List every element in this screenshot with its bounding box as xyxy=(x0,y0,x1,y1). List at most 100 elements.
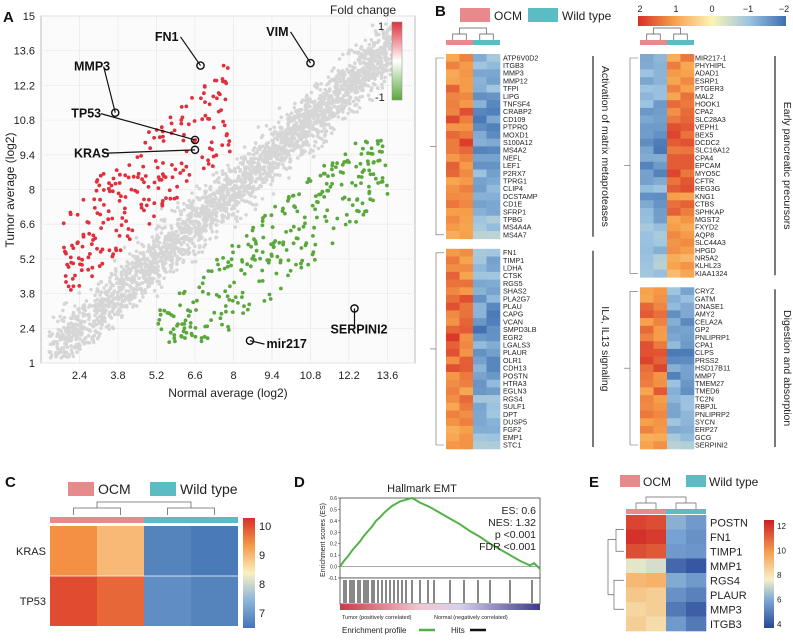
gene-label: KLHL23 xyxy=(695,261,721,270)
heatmap-cell xyxy=(680,395,695,404)
downregulated-point xyxy=(281,206,285,211)
gene-point xyxy=(168,254,173,258)
gene-point xyxy=(222,194,226,199)
d-y-tick-label: 0.2 xyxy=(330,542,337,548)
downregulated-point xyxy=(233,295,238,299)
heatmap-cell xyxy=(473,271,487,280)
downregulated-point xyxy=(338,170,343,174)
gene-point xyxy=(190,191,194,195)
gene-point xyxy=(99,318,103,323)
downregulated-point xyxy=(344,212,349,217)
heatmap-cell xyxy=(653,200,668,209)
gene-point xyxy=(238,169,242,173)
gene-point xyxy=(134,273,138,277)
gene-point xyxy=(198,222,202,227)
gene-label: MAL2 xyxy=(695,92,714,101)
callout-marker xyxy=(245,336,255,345)
gene-point xyxy=(150,269,155,274)
heatmap-cell xyxy=(667,295,681,303)
heatmap-cell xyxy=(473,302,487,311)
gene-point xyxy=(220,172,225,177)
gene-point xyxy=(124,270,129,274)
upregulated-point xyxy=(211,154,216,159)
downregulated-point xyxy=(167,340,172,344)
heatmap-cell xyxy=(459,200,474,209)
gene-point xyxy=(159,285,164,290)
gene-point xyxy=(126,265,130,270)
upregulated-point xyxy=(117,234,122,238)
gene-point xyxy=(263,180,267,185)
upregulated-point xyxy=(116,191,121,196)
gene-point xyxy=(160,245,165,249)
gene-point xyxy=(97,304,101,309)
heatmap-cell xyxy=(446,325,460,334)
e-heatmap-cell xyxy=(626,616,647,632)
panel-b: B OCM Wild type 2 1 0 −1 −2 ATP6V0D2ITGB3MMP… xyxy=(430,3,793,450)
gene-point xyxy=(110,291,114,296)
c-heatmap-cell xyxy=(144,526,191,576)
gene-point xyxy=(353,65,357,70)
gene-point xyxy=(315,119,319,124)
upregulated-point xyxy=(146,185,151,189)
gene-point xyxy=(112,289,117,293)
gene-point xyxy=(388,67,393,72)
downregulated-point xyxy=(214,293,219,297)
gene-label: TMED6 xyxy=(695,387,719,396)
gene-point xyxy=(197,187,202,191)
e-heatmap-cell xyxy=(626,529,647,545)
downregulated-point xyxy=(335,161,339,166)
gene-point xyxy=(262,160,267,164)
gene-point xyxy=(61,354,65,359)
gene-point xyxy=(278,147,283,152)
gene-point xyxy=(260,197,265,201)
gene-point xyxy=(297,145,302,150)
e-heatmap-cell xyxy=(666,602,687,617)
gene-point xyxy=(182,252,187,256)
gene-point xyxy=(70,351,75,355)
gene-point xyxy=(256,125,261,129)
e-heatmap-cell xyxy=(626,558,647,574)
gene-point xyxy=(158,251,162,255)
e-scale-tick: 12 xyxy=(777,522,786,531)
gene-point xyxy=(135,284,139,289)
callout-label: mir217 xyxy=(267,337,307,351)
gene-point xyxy=(259,176,263,181)
gene-label: LGALS3 xyxy=(503,341,530,350)
downregulated-point xyxy=(171,314,176,319)
heatmap-cell xyxy=(473,333,487,342)
gene-point xyxy=(152,266,156,271)
d-y-tick-label: 0.3 xyxy=(330,530,337,536)
gene-point xyxy=(161,261,166,265)
heatmap-cell xyxy=(667,184,681,193)
heatmap-cell xyxy=(667,107,681,116)
upregulated-point xyxy=(81,232,86,237)
gene-point xyxy=(328,125,333,130)
upregulated-point xyxy=(184,179,189,183)
callout-line xyxy=(103,149,196,154)
heatmap-cell xyxy=(459,425,474,434)
gene-point xyxy=(254,179,258,184)
heatmap-cell xyxy=(640,100,654,109)
d-stat: FDR <0.001 xyxy=(479,541,536,553)
downregulated-point xyxy=(179,334,184,339)
gene-label: MMP7 xyxy=(695,371,716,380)
downregulated-point xyxy=(291,241,296,246)
downregulated-point xyxy=(182,289,187,294)
gene-label: FGF2 xyxy=(503,425,521,434)
upregulated-point xyxy=(95,211,100,216)
gene-label: SLC28A3 xyxy=(695,115,726,124)
heatmap-cell xyxy=(640,372,654,380)
heatmap-right: MIR217-1PHYHIPLADAD1ESRP1PTGER3MAL2HOOK1… xyxy=(624,27,793,450)
gsea-ylabel: Enrichment scores (ES) xyxy=(320,503,327,577)
downregulated-point xyxy=(253,258,257,262)
downregulated-point xyxy=(371,172,376,177)
heatmap-cell xyxy=(653,208,668,216)
gene-point xyxy=(135,304,139,308)
downregulated-point xyxy=(227,298,232,302)
heatmap-cell xyxy=(473,295,487,303)
x-tick-label: 13.6 xyxy=(377,370,398,382)
gene-point xyxy=(284,167,289,171)
heatmap-cell xyxy=(446,77,460,86)
gene-point xyxy=(293,141,298,146)
legend-wildtype-label: Wild type xyxy=(562,9,612,23)
